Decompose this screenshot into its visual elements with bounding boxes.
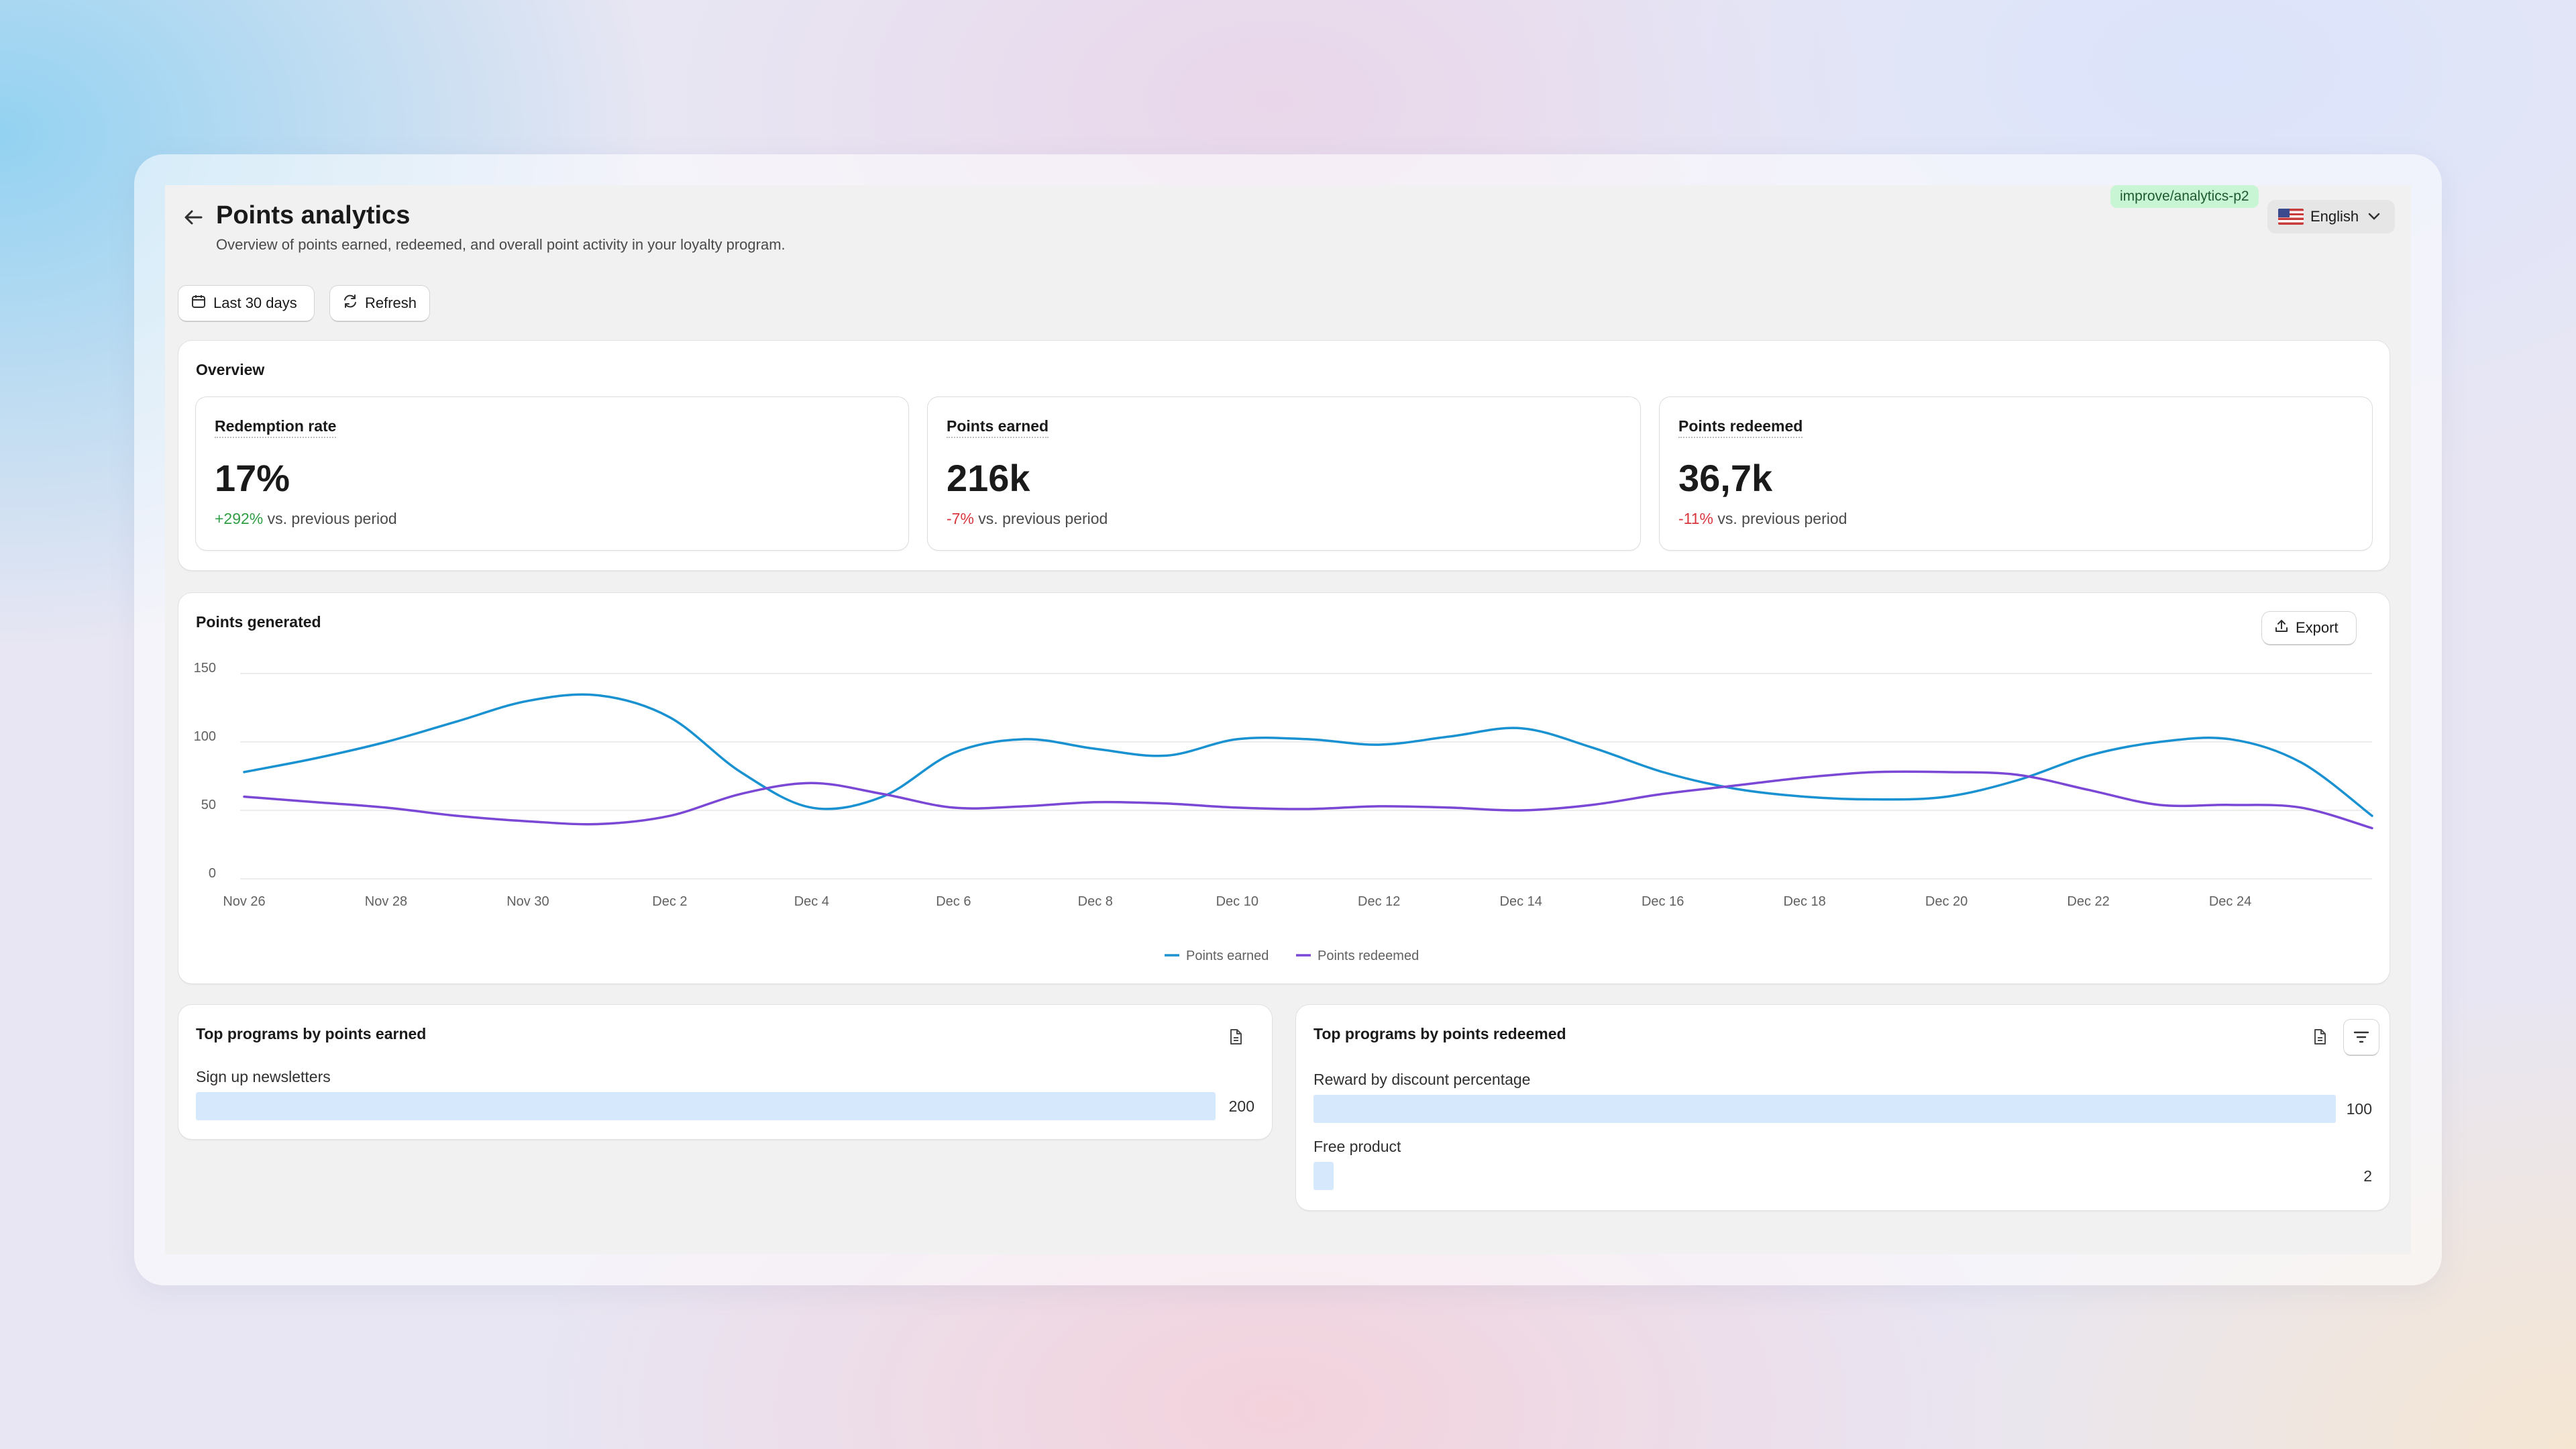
x-tick-label: Nov 30 [506, 894, 549, 909]
filter-icon[interactable] [2344, 1020, 2379, 1055]
x-tick-label: Nov 26 [223, 894, 265, 909]
kpi-label: Points earned [947, 417, 1049, 438]
kpi-redemption-rate: Redemption rate 17% +292% vs. previous p… [196, 397, 908, 550]
x-tick-label: Dec 24 [2209, 894, 2251, 909]
x-tick-label: Dec 10 [1216, 894, 1258, 909]
y-tick-label: 100 [194, 729, 216, 744]
bar-value: 2 [2363, 1167, 2372, 1185]
kpi-value: 17% [215, 457, 290, 499]
kpi-change-percent: +292% [215, 510, 264, 527]
kpi-change-suffix: vs. previous period [1717, 510, 1847, 527]
top-redeemed-card: Top programs by points redeemed Reward b… [1296, 1005, 2390, 1210]
calendar-icon [191, 293, 207, 313]
kpi-points-redeemed: Points redeemed 36,7k -11% vs. previous … [1660, 397, 2372, 550]
x-tick-label: Dec 4 [794, 894, 829, 909]
overview-title: Overview [196, 361, 265, 378]
back-arrow-icon[interactable] [178, 203, 208, 232]
legend-label: Points earned [1186, 949, 1269, 963]
export-button[interactable]: Export [2262, 612, 2356, 644]
app-window: Points analytics Overview of points earn… [165, 185, 2411, 1254]
bar[interactable] [196, 1092, 1216, 1120]
series-line-points-redeemed[interactable] [243, 770, 2373, 830]
top-earned-title: Top programs by points earned [196, 1025, 427, 1042]
kpi-change: +292% vs. previous period [215, 510, 397, 528]
overview-card: Overview Redemption rate 17% +292% vs. p… [178, 341, 2390, 570]
document-icon[interactable] [1218, 1020, 1253, 1055]
kpi-change: -11% vs. previous period [1678, 510, 1847, 528]
x-tick-label: Nov 28 [365, 894, 407, 909]
date-range-button[interactable]: Last 30 days [178, 286, 314, 321]
bar[interactable] [1313, 1162, 1334, 1190]
page-subtitle: Overview of points earned, redeemed, and… [216, 236, 786, 253]
x-tick-label: Dec 12 [1358, 894, 1400, 909]
kpi-change-percent: -7% [947, 510, 974, 527]
language-label: English [2310, 208, 2359, 225]
y-tick-label: 150 [194, 661, 216, 676]
language-selector[interactable]: English [2267, 200, 2395, 233]
legend-label: Points redeemed [1318, 949, 1419, 963]
kpi-change: -7% vs. previous period [947, 510, 1108, 528]
top-redeemed-title: Top programs by points redeemed [1313, 1025, 1566, 1042]
x-tick-label: Dec 2 [652, 894, 687, 909]
bar-value: 200 [1228, 1097, 1254, 1115]
kpi-change-percent: -11% [1678, 510, 1713, 527]
y-tick-label: 50 [201, 798, 216, 812]
export-label: Export [2296, 619, 2339, 636]
page-title: Points analytics [216, 201, 411, 229]
refresh-button[interactable]: Refresh [330, 286, 429, 321]
us-flag-icon [2278, 209, 2304, 225]
bar-label: Free product [1313, 1138, 1401, 1155]
x-tick-label: Dec 22 [2067, 894, 2109, 909]
bar-value: 100 [2346, 1100, 2372, 1118]
y-tick-label: 0 [209, 866, 216, 881]
x-tick-label: Dec 18 [1783, 894, 1825, 909]
x-tick-label: Dec 20 [1925, 894, 1968, 909]
kpi-change-suffix: vs. previous period [267, 510, 397, 527]
bar[interactable] [1313, 1095, 2336, 1123]
series-line-points-earned[interactable] [243, 693, 2373, 817]
bar-label: Reward by discount percentage [1313, 1071, 1531, 1088]
top-earned-card: Top programs by points earned Sign up ne… [178, 1005, 1272, 1139]
kpi-label: Points redeemed [1678, 417, 1803, 438]
x-tick-label: Dec 16 [1642, 894, 1684, 909]
chart-title: Points generated [196, 613, 321, 631]
x-tick-label: Dec 8 [1078, 894, 1113, 909]
document-icon[interactable] [2302, 1020, 2337, 1055]
refresh-icon [342, 293, 358, 313]
refresh-label: Refresh [365, 294, 417, 311]
date-range-label: Last 30 days [213, 294, 297, 311]
x-tick-label: Dec 14 [1500, 894, 1542, 909]
upload-icon [2274, 619, 2289, 637]
chevron-down-icon [2368, 210, 2380, 224]
kpi-points-earned: Points earned 216k -7% vs. previous peri… [928, 397, 1640, 550]
branch-badge: improve/analytics-p2 [2110, 185, 2259, 208]
kpi-value: 216k [947, 457, 1030, 499]
points-line-chart: 0 50 100 150 Nov 26 Nov 28 Nov 30 Dec 2 Dec 4 Dec… [194, 661, 2373, 963]
bar-label: Sign up newsletters [196, 1068, 331, 1085]
kpi-change-suffix: vs. previous period [978, 510, 1108, 527]
x-tick-label: Dec 6 [936, 894, 971, 909]
kpi-label: Redemption rate [215, 417, 337, 438]
page-header: Points analytics Overview of points earn… [165, 185, 2411, 321]
points-generated-card: Points generated Export 0 50 100 150 Nov 26 N… [178, 593, 2390, 983]
kpi-value: 36,7k [1678, 457, 1773, 499]
